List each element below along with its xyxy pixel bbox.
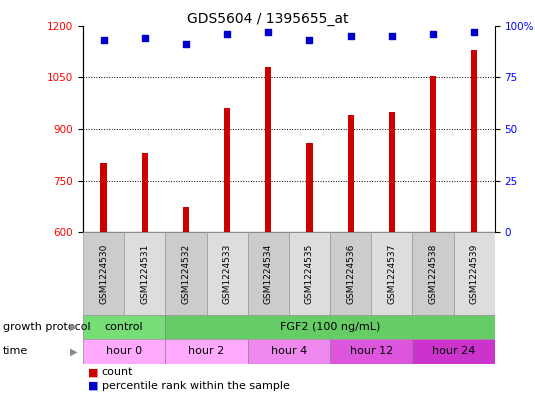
FancyBboxPatch shape — [412, 232, 454, 315]
Text: ■: ■ — [88, 367, 99, 377]
Bar — [101, 163, 106, 232]
FancyBboxPatch shape — [330, 339, 412, 364]
FancyBboxPatch shape — [454, 232, 495, 315]
Bar — [183, 208, 189, 232]
Text: GSM1224534: GSM1224534 — [264, 243, 273, 304]
Text: growth protocol: growth protocol — [3, 322, 90, 332]
FancyBboxPatch shape — [83, 232, 124, 315]
FancyBboxPatch shape — [330, 232, 371, 315]
Bar — [142, 153, 148, 232]
FancyBboxPatch shape — [124, 232, 165, 315]
Text: GSM1224532: GSM1224532 — [181, 243, 190, 304]
Text: FGF2 (100 ng/mL): FGF2 (100 ng/mL) — [280, 322, 380, 332]
FancyBboxPatch shape — [248, 339, 330, 364]
Text: hour 2: hour 2 — [188, 346, 225, 356]
FancyBboxPatch shape — [165, 315, 495, 339]
Text: percentile rank within the sample: percentile rank within the sample — [102, 381, 289, 391]
Bar — [389, 112, 395, 232]
Text: hour 24: hour 24 — [432, 346, 476, 356]
Bar — [307, 143, 312, 232]
Bar — [348, 115, 354, 232]
FancyBboxPatch shape — [207, 232, 248, 315]
Point — [264, 29, 273, 35]
Text: control: control — [105, 322, 143, 332]
Bar — [430, 75, 436, 232]
FancyBboxPatch shape — [165, 232, 207, 315]
Point — [429, 31, 438, 37]
Text: hour 0: hour 0 — [106, 346, 142, 356]
Text: GSM1224538: GSM1224538 — [429, 243, 438, 304]
Text: GSM1224531: GSM1224531 — [140, 243, 149, 304]
FancyBboxPatch shape — [412, 339, 495, 364]
Text: GSM1224530: GSM1224530 — [99, 243, 108, 304]
Text: GSM1224535: GSM1224535 — [305, 243, 314, 304]
Point — [140, 35, 149, 41]
Text: ■: ■ — [88, 381, 99, 391]
Bar — [471, 50, 477, 232]
Text: GSM1224536: GSM1224536 — [346, 243, 355, 304]
Point — [347, 33, 355, 39]
Text: hour 12: hour 12 — [350, 346, 393, 356]
Bar — [224, 108, 230, 232]
Text: ▶: ▶ — [70, 346, 78, 356]
FancyBboxPatch shape — [83, 315, 165, 339]
FancyBboxPatch shape — [165, 339, 248, 364]
Text: count: count — [102, 367, 133, 377]
Text: GSM1224539: GSM1224539 — [470, 243, 479, 304]
Point — [305, 37, 314, 43]
Point — [182, 41, 190, 47]
FancyBboxPatch shape — [371, 232, 412, 315]
FancyBboxPatch shape — [248, 232, 289, 315]
Point — [100, 37, 108, 43]
Text: GSM1224533: GSM1224533 — [223, 243, 232, 304]
Point — [223, 31, 232, 37]
Point — [387, 33, 396, 39]
FancyBboxPatch shape — [83, 339, 165, 364]
Text: GSM1224537: GSM1224537 — [387, 243, 396, 304]
Bar — [265, 67, 271, 232]
FancyBboxPatch shape — [289, 232, 330, 315]
Text: ▶: ▶ — [70, 322, 78, 332]
Text: GDS5604 / 1395655_at: GDS5604 / 1395655_at — [187, 12, 348, 26]
Text: hour 4: hour 4 — [271, 346, 307, 356]
Point — [470, 29, 478, 35]
Text: time: time — [3, 346, 28, 356]
